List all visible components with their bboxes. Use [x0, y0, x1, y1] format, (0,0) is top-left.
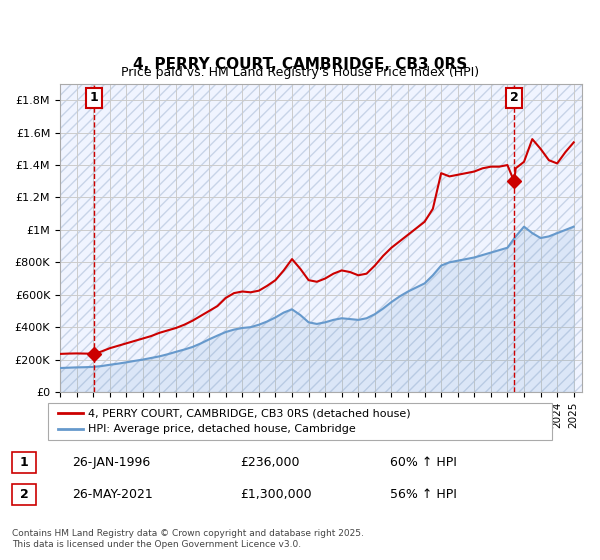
Text: 56% ↑ HPI: 56% ↑ HPI [390, 488, 457, 501]
Text: 26-MAY-2021: 26-MAY-2021 [72, 488, 153, 501]
Text: 26-JAN-1996: 26-JAN-1996 [72, 456, 150, 469]
FancyBboxPatch shape [12, 452, 36, 473]
Text: 2: 2 [509, 91, 518, 104]
Text: Price paid vs. HM Land Registry's House Price Index (HPI): Price paid vs. HM Land Registry's House … [121, 66, 479, 80]
FancyBboxPatch shape [12, 484, 36, 505]
Text: 4, PERRY COURT, CAMBRIDGE, CB3 0RS (detached house): 4, PERRY COURT, CAMBRIDGE, CB3 0RS (deta… [88, 408, 411, 418]
FancyBboxPatch shape [48, 403, 552, 440]
Text: £1,300,000: £1,300,000 [240, 488, 311, 501]
Text: Contains HM Land Registry data © Crown copyright and database right 2025.
This d: Contains HM Land Registry data © Crown c… [12, 529, 364, 549]
Text: 1: 1 [90, 91, 98, 104]
Text: 60% ↑ HPI: 60% ↑ HPI [390, 456, 457, 469]
Text: 4, PERRY COURT, CAMBRIDGE, CB3 0RS: 4, PERRY COURT, CAMBRIDGE, CB3 0RS [133, 57, 467, 72]
Text: 1: 1 [20, 456, 28, 469]
Text: £236,000: £236,000 [240, 456, 299, 469]
Text: HPI: Average price, detached house, Cambridge: HPI: Average price, detached house, Camb… [88, 424, 356, 435]
Text: 2: 2 [20, 488, 28, 501]
